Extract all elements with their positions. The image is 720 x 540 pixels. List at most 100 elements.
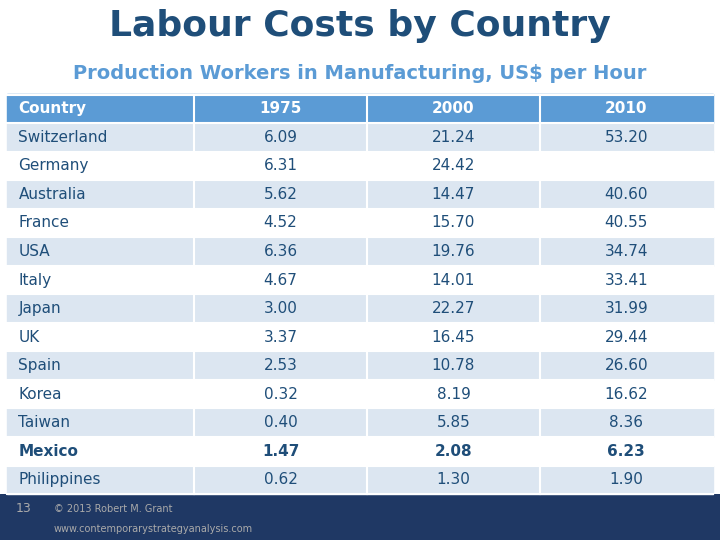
- Text: Production Workers in Manufacturing, US$ per Hour: Production Workers in Manufacturing, US$…: [73, 64, 647, 83]
- Bar: [194, 94, 367, 123]
- Text: 22.27: 22.27: [432, 301, 475, 316]
- Text: 14.01: 14.01: [432, 273, 475, 287]
- Text: Labour Costs by Country: Labour Costs by Country: [109, 10, 611, 43]
- Text: France: France: [19, 215, 69, 231]
- Text: Taiwan: Taiwan: [19, 415, 71, 430]
- Bar: [367, 380, 540, 408]
- Bar: [194, 237, 367, 266]
- Text: 24.42: 24.42: [432, 158, 475, 173]
- Text: 6.31: 6.31: [264, 158, 297, 173]
- Bar: [367, 237, 540, 266]
- Bar: [7, 123, 194, 152]
- Bar: [194, 266, 367, 294]
- Bar: [367, 352, 540, 380]
- Bar: [7, 323, 194, 352]
- Text: Japan: Japan: [19, 301, 61, 316]
- Bar: [540, 180, 713, 208]
- Bar: [367, 294, 540, 323]
- Text: Spain: Spain: [19, 358, 61, 373]
- Bar: [7, 152, 194, 180]
- Bar: [540, 323, 713, 352]
- Text: UK: UK: [19, 329, 40, 345]
- Bar: [540, 237, 713, 266]
- Text: 34.74: 34.74: [605, 244, 648, 259]
- Text: 14.47: 14.47: [432, 187, 475, 202]
- Bar: [540, 266, 713, 294]
- Text: Australia: Australia: [19, 187, 86, 202]
- Text: 0.32: 0.32: [264, 387, 297, 402]
- Bar: [194, 294, 367, 323]
- Bar: [540, 380, 713, 408]
- Text: 53.20: 53.20: [605, 130, 648, 145]
- Text: 29.44: 29.44: [605, 329, 648, 345]
- Text: 26.60: 26.60: [605, 358, 648, 373]
- Bar: [367, 208, 540, 237]
- Bar: [367, 437, 540, 465]
- Text: 4.52: 4.52: [264, 215, 297, 231]
- Text: © 2013 Robert M. Grant: © 2013 Robert M. Grant: [54, 504, 173, 514]
- Text: Korea: Korea: [19, 387, 62, 402]
- Bar: [7, 208, 194, 237]
- Bar: [194, 180, 367, 208]
- Text: 3.37: 3.37: [264, 329, 297, 345]
- Text: Italy: Italy: [19, 273, 52, 287]
- Bar: [194, 437, 367, 465]
- Bar: [540, 352, 713, 380]
- Text: USA: USA: [19, 244, 50, 259]
- Text: 1.47: 1.47: [262, 444, 300, 459]
- Bar: [540, 408, 713, 437]
- Text: 15.70: 15.70: [432, 215, 475, 231]
- Text: 40.55: 40.55: [605, 215, 648, 231]
- Text: 40.60: 40.60: [605, 187, 648, 202]
- Text: 16.62: 16.62: [605, 387, 648, 402]
- Text: 19.76: 19.76: [432, 244, 475, 259]
- Bar: [367, 94, 540, 123]
- Bar: [194, 352, 367, 380]
- Bar: [540, 123, 713, 152]
- Text: 16.45: 16.45: [432, 329, 475, 345]
- Text: Switzerland: Switzerland: [19, 130, 108, 145]
- Text: Philippines: Philippines: [19, 472, 101, 487]
- Bar: [367, 408, 540, 437]
- Bar: [194, 123, 367, 152]
- Text: 8.36: 8.36: [609, 415, 644, 430]
- Bar: [367, 123, 540, 152]
- Bar: [194, 152, 367, 180]
- Text: Germany: Germany: [19, 158, 89, 173]
- Text: Country: Country: [19, 102, 86, 116]
- Text: 1.90: 1.90: [609, 472, 643, 487]
- Bar: [7, 380, 194, 408]
- Text: 6.36: 6.36: [264, 244, 297, 259]
- Text: Mexico: Mexico: [19, 444, 78, 459]
- Bar: [194, 323, 367, 352]
- Bar: [7, 437, 194, 465]
- Text: 5.62: 5.62: [264, 187, 297, 202]
- Bar: [194, 408, 367, 437]
- Bar: [7, 94, 194, 123]
- Bar: [367, 465, 540, 494]
- Text: 2.08: 2.08: [435, 444, 472, 459]
- Text: 0.62: 0.62: [264, 472, 297, 487]
- Bar: [540, 152, 713, 180]
- Bar: [7, 294, 194, 323]
- Bar: [367, 323, 540, 352]
- Bar: [367, 266, 540, 294]
- Text: 5.85: 5.85: [436, 415, 470, 430]
- Bar: [7, 352, 194, 380]
- Text: 10.78: 10.78: [432, 358, 475, 373]
- Text: 2000: 2000: [432, 102, 474, 116]
- Bar: [367, 180, 540, 208]
- Text: 2010: 2010: [605, 102, 647, 116]
- Bar: [540, 437, 713, 465]
- Text: 33.41: 33.41: [605, 273, 648, 287]
- Text: 13: 13: [16, 502, 32, 515]
- Bar: [7, 408, 194, 437]
- Bar: [540, 208, 713, 237]
- Bar: [194, 208, 367, 237]
- Bar: [7, 465, 194, 494]
- Bar: [540, 465, 713, 494]
- Text: 3.00: 3.00: [264, 301, 297, 316]
- Text: 21.24: 21.24: [432, 130, 475, 145]
- Text: www.contemporarystrategyanalysis.com: www.contemporarystrategyanalysis.com: [54, 523, 253, 534]
- Text: 6.23: 6.23: [608, 444, 645, 459]
